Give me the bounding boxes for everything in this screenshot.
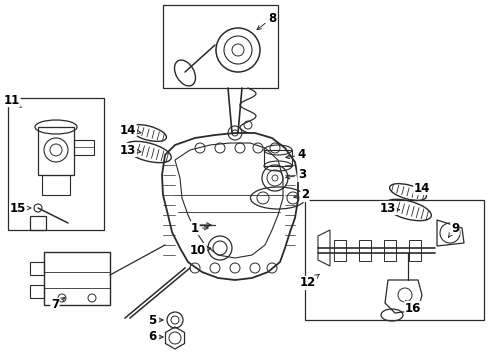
Text: 13: 13 xyxy=(120,144,141,157)
Text: 2: 2 xyxy=(293,189,308,202)
Text: 10: 10 xyxy=(189,243,210,256)
Bar xyxy=(30,216,46,230)
Bar xyxy=(305,200,483,320)
Bar xyxy=(74,140,94,155)
Text: 14: 14 xyxy=(120,123,141,136)
Bar xyxy=(383,240,395,261)
Bar xyxy=(44,252,110,305)
Text: 1: 1 xyxy=(190,221,208,234)
Bar xyxy=(333,240,346,261)
Text: 8: 8 xyxy=(257,12,276,30)
Bar xyxy=(38,127,74,175)
Text: 11: 11 xyxy=(4,94,21,107)
Bar xyxy=(358,240,370,261)
Text: 6: 6 xyxy=(147,330,163,343)
Text: 7: 7 xyxy=(51,297,65,311)
Bar xyxy=(42,175,70,195)
Bar xyxy=(8,98,104,230)
Text: 13: 13 xyxy=(379,202,399,215)
Text: 15: 15 xyxy=(10,202,31,215)
Bar xyxy=(264,150,291,166)
Text: 16: 16 xyxy=(404,301,420,315)
Text: 3: 3 xyxy=(285,168,305,181)
Text: 9: 9 xyxy=(447,221,458,237)
Text: 4: 4 xyxy=(285,148,305,162)
Bar xyxy=(408,240,420,261)
Bar xyxy=(163,5,278,88)
Text: 5: 5 xyxy=(147,314,163,327)
Text: 12: 12 xyxy=(299,274,319,289)
Text: 14: 14 xyxy=(413,181,429,194)
